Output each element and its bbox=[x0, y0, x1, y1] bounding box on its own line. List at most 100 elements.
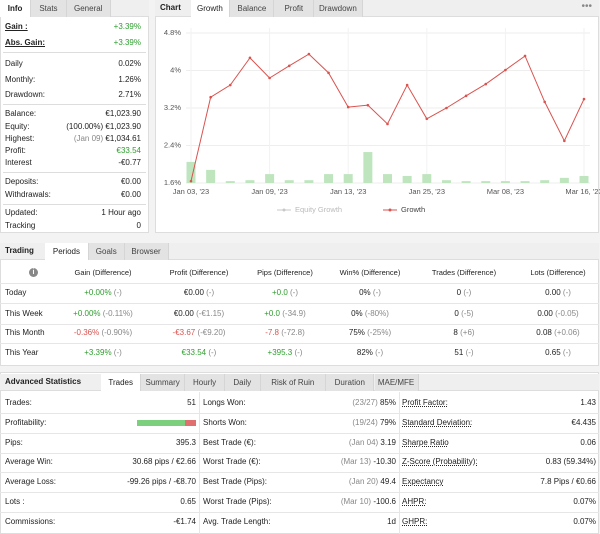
cell: 0.65 (-) bbox=[545, 348, 571, 358]
info-label: Deposits: bbox=[5, 177, 39, 186]
stat-value: (19/24) 79% bbox=[352, 418, 396, 428]
tab[interactable]: Periods bbox=[44, 243, 89, 260]
note: (-) bbox=[113, 348, 122, 357]
panel bbox=[0, 0, 149, 233]
value: +0.00% bbox=[73, 309, 101, 318]
column-divider bbox=[399, 392, 400, 534]
cell: 82% (-) bbox=[357, 348, 383, 358]
value: 1 Hour ago bbox=[101, 208, 141, 217]
value: €1,023.90 bbox=[105, 122, 141, 131]
info-value: 2.71% bbox=[118, 90, 141, 100]
cell: €33.54 (-) bbox=[182, 348, 217, 358]
tab[interactable]: Daily bbox=[225, 374, 261, 391]
value: 0.07% bbox=[573, 516, 596, 526]
value: 49.4 bbox=[380, 477, 396, 487]
stat-label: Best Trade (€): bbox=[203, 437, 256, 447]
tab[interactable]: Duration bbox=[326, 374, 375, 391]
note: (100.00%) bbox=[66, 122, 104, 131]
value: 51 bbox=[187, 398, 196, 407]
value: 2.71% bbox=[118, 90, 141, 99]
stat-value: 30.68 pips / €2.66 bbox=[132, 457, 196, 467]
cell: €0.00 (-) bbox=[184, 288, 214, 298]
stat-value: (Jan 20) 49.4 bbox=[349, 477, 396, 487]
value: 0.65 bbox=[545, 348, 561, 357]
tab[interactable]: Browser bbox=[124, 243, 169, 260]
value: €0.00 bbox=[183, 288, 204, 297]
tab[interactable]: Drawdown bbox=[314, 0, 363, 17]
note: (-) bbox=[562, 288, 571, 297]
value: -€1.74 bbox=[173, 516, 196, 526]
note: (-) bbox=[562, 348, 571, 357]
value: +3.39% bbox=[84, 348, 112, 357]
value: 7.8 Pips / €0.66 bbox=[540, 477, 596, 487]
info-label: Withdrawals: bbox=[5, 190, 51, 199]
separator bbox=[3, 204, 146, 205]
stat-value: 1.43 bbox=[580, 398, 596, 408]
value: +3.39% bbox=[113, 22, 141, 31]
stat-label: Average Loss: bbox=[5, 477, 56, 487]
note: (-€9.20) bbox=[197, 328, 226, 337]
row-label: This Month bbox=[5, 328, 45, 337]
value: €4.435 bbox=[571, 417, 596, 427]
separator bbox=[3, 52, 146, 53]
tab[interactable]: Stats bbox=[31, 0, 67, 17]
value: 79% bbox=[379, 417, 396, 427]
column-header: Lots (Difference) bbox=[530, 268, 586, 277]
info-value: €0.00 bbox=[121, 177, 141, 187]
note: (+0.06) bbox=[554, 328, 580, 337]
note: (-) bbox=[294, 348, 303, 357]
cell: -€3.67 (-€9.20) bbox=[173, 328, 226, 338]
note: (-25%) bbox=[367, 328, 392, 337]
value: 0 bbox=[454, 309, 459, 318]
stat-label: Shorts Won: bbox=[203, 417, 247, 427]
value: +3.39% bbox=[113, 38, 141, 47]
cell: 75% (-25%) bbox=[349, 328, 391, 338]
separator bbox=[0, 283, 599, 284]
separator bbox=[3, 172, 146, 173]
value: 1d bbox=[387, 516, 396, 526]
cell: +0.0 (-) bbox=[272, 288, 298, 298]
value: 85% bbox=[379, 398, 396, 407]
note: (-) bbox=[290, 288, 299, 297]
tab[interactable]: Trades bbox=[101, 374, 142, 391]
stat-value: 0.83 (59.34%) bbox=[546, 457, 596, 467]
tab[interactable]: Profit bbox=[274, 0, 315, 17]
tab[interactable]: Summary bbox=[141, 374, 186, 391]
cell: +395.3 (-) bbox=[268, 348, 303, 358]
tab[interactable]: Balance bbox=[230, 0, 275, 17]
value: €33.54 bbox=[181, 348, 207, 357]
tab-label: Trading bbox=[5, 246, 34, 255]
tab[interactable]: Growth bbox=[190, 0, 231, 17]
note: (-) bbox=[208, 348, 217, 357]
stat-label: Lots : bbox=[5, 497, 25, 506]
value: 0.08 bbox=[536, 328, 552, 337]
tab[interactable]: Info bbox=[0, 0, 32, 17]
value: 1.26% bbox=[118, 75, 141, 84]
stat-label: Longs Won: bbox=[203, 398, 246, 407]
info-label: Interest bbox=[5, 158, 32, 167]
tab[interactable]: Hourly bbox=[185, 374, 225, 391]
info-label: Gain : bbox=[5, 22, 28, 31]
tab[interactable]: Goals bbox=[89, 243, 125, 260]
note: (Jan 09) bbox=[73, 134, 104, 143]
note: (-5) bbox=[461, 309, 474, 318]
value: 30.68 pips / €2.66 bbox=[132, 457, 196, 467]
separator bbox=[0, 343, 599, 344]
column-divider bbox=[199, 392, 200, 534]
tab[interactable]: MAE/MFE bbox=[374, 374, 419, 391]
value: €1,034.61 bbox=[105, 134, 141, 143]
stat-value: -99.26 pips / -€8.70 bbox=[127, 477, 196, 487]
stat-label: Profitability: bbox=[5, 417, 47, 427]
tab[interactable]: General bbox=[66, 0, 111, 17]
cell: 0% (-) bbox=[359, 288, 381, 298]
note: (Jan 04) bbox=[348, 437, 379, 447]
tab[interactable]: Risk of Ruin bbox=[260, 374, 327, 391]
value: -99.26 pips / -€8.70 bbox=[127, 477, 196, 487]
info-label: Daily bbox=[5, 59, 23, 68]
note: (-34.9) bbox=[282, 309, 306, 318]
value: 395.3 bbox=[175, 437, 196, 447]
note: (-€1.15) bbox=[196, 309, 225, 318]
stat-label: Avg. Trade Length: bbox=[203, 516, 271, 526]
info-value: 0.02% bbox=[118, 59, 141, 69]
